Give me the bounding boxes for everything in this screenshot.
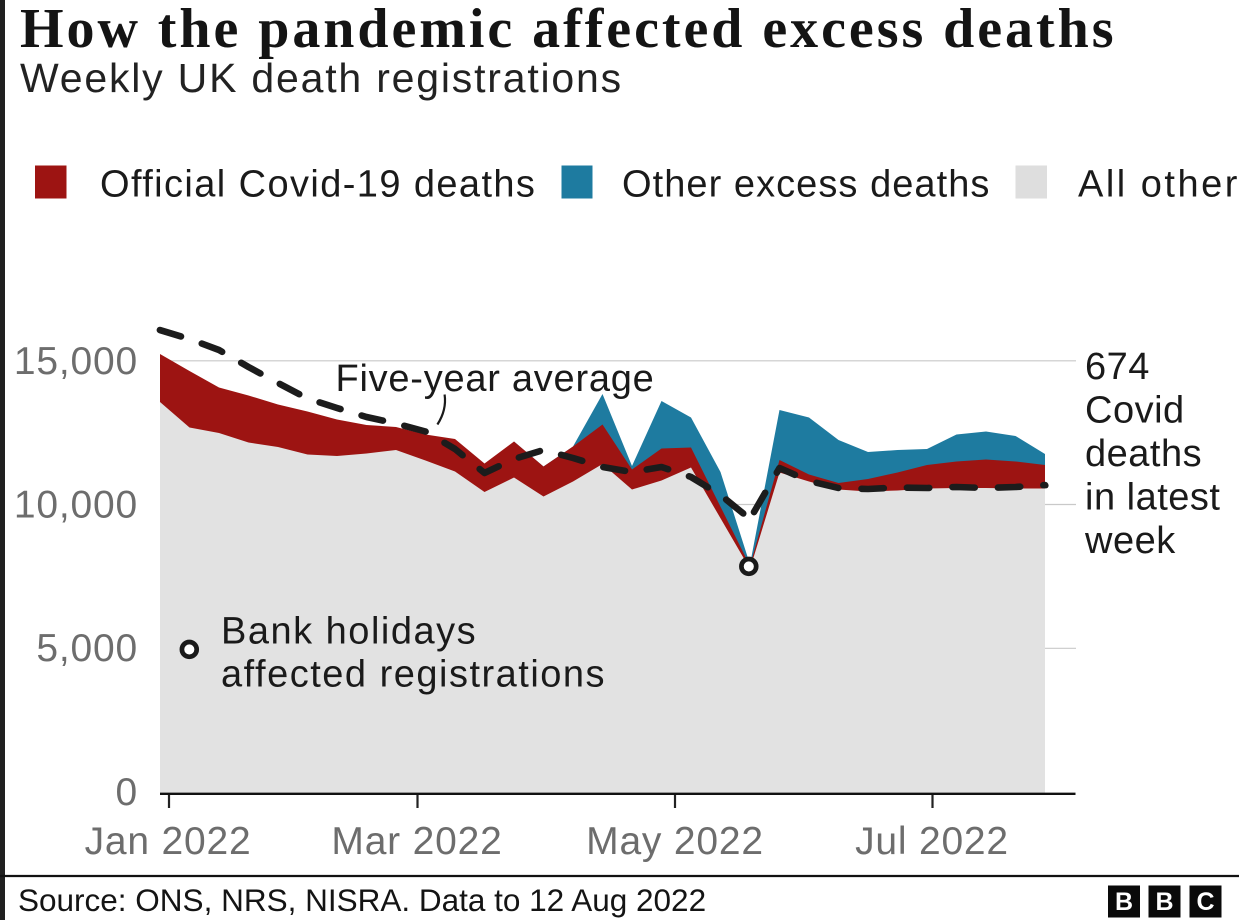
svg-text:674: 674: [1085, 346, 1150, 388]
svg-text:Five-year average: Five-year average: [336, 358, 655, 400]
svg-text:deaths: deaths: [1085, 433, 1202, 475]
svg-text:Mar 2022: Mar 2022: [331, 820, 502, 863]
svg-text:week: week: [1084, 520, 1176, 562]
svg-text:Official Covid-19 deaths: Official Covid-19 deaths: [100, 164, 536, 206]
svg-text:Jan 2022: Jan 2022: [85, 820, 252, 863]
svg-text:Bank holidays: Bank holidays: [221, 611, 477, 653]
svg-text:affected registrations: affected registrations: [221, 654, 606, 696]
svg-text:5,000: 5,000: [36, 627, 138, 670]
svg-text:How the pandemic affected exce: How the pandemic affected excess deaths: [20, 0, 1116, 60]
svg-text:C: C: [1196, 888, 1214, 916]
svg-text:All other: All other: [1078, 164, 1239, 206]
svg-text:Source: ONS, NRS, NISRA. Data: Source: ONS, NRS, NISRA. Data to 12 Aug …: [18, 882, 706, 918]
svg-text:in latest: in latest: [1085, 477, 1220, 519]
svg-text:Jul 2022: Jul 2022: [855, 820, 1009, 863]
svg-text:B: B: [1155, 888, 1173, 916]
svg-text:B: B: [1115, 888, 1133, 916]
svg-text:Covid: Covid: [1085, 390, 1185, 432]
svg-text:Weekly UK death registrations: Weekly UK death registrations: [20, 55, 623, 101]
svg-text:Other excess deaths: Other excess deaths: [622, 164, 990, 206]
svg-text:10,000: 10,000: [14, 484, 138, 527]
svg-text:0: 0: [116, 771, 139, 814]
svg-text:May 2022: May 2022: [586, 820, 764, 863]
svg-text:15,000: 15,000: [14, 340, 138, 383]
